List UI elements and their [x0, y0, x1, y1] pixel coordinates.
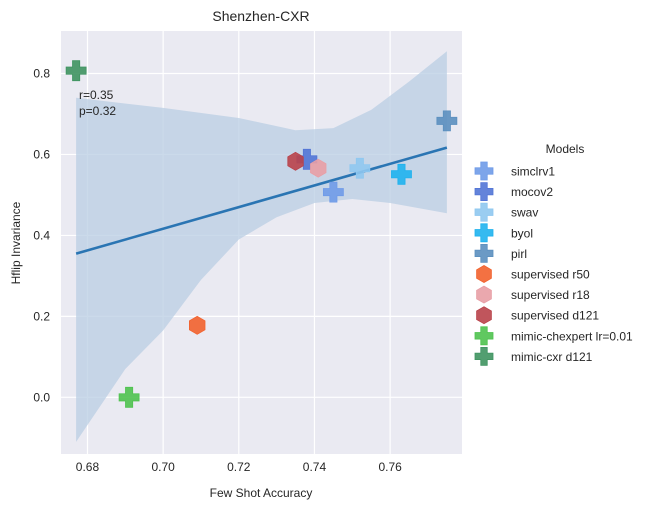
swav-marker: [349, 157, 371, 179]
y-tick-label: 0.2: [33, 309, 50, 323]
x-tick-label: 0.74: [303, 460, 327, 474]
chart-title: Shenzhen-CXR: [212, 8, 309, 24]
legend-simclrv1-icon: [474, 161, 494, 181]
legend-label-supervised-r50: supervised r50: [511, 268, 590, 282]
legend-label-supervised-r18: supervised r18: [511, 288, 590, 302]
byol-marker: [391, 163, 412, 185]
y-tick-label: 0.8: [33, 67, 50, 81]
confidence-band: [76, 51, 447, 442]
legend-mimic-chexpert-lr-0-01-icon: [474, 326, 494, 346]
x-axis-label: Few Shot Accuracy: [210, 486, 313, 500]
legend-label-mocov2: mocov2: [511, 185, 553, 199]
legend-supervised-r18-icon: [476, 285, 492, 304]
legend-supervised-d121-icon: [476, 306, 492, 325]
legend-label-simclrv1: simclrv1: [511, 165, 555, 179]
x-tick-label: 0.70: [151, 460, 175, 474]
legend-label-pirl: pirl: [511, 247, 527, 261]
x-tick-label: 0.68: [76, 460, 100, 474]
mimic-cxr-d121-marker: [65, 60, 87, 82]
legend-items: simclrv1 mocov2 swav byol pirl supervised r50…: [474, 161, 633, 366]
data-markers: [65, 60, 458, 408]
tick-labels: 0.68 0.70 0.72 0.74 0.76 0.0 0.2 0.4 0.6 0.8: [33, 67, 402, 474]
regression-line: [75, 146, 448, 255]
y-tick-label: 0.6: [33, 147, 50, 161]
legend-label-byol: byol: [511, 226, 533, 240]
supervised-r50-marker: [189, 315, 206, 335]
legend-label-mimic-cxr-d121: mimic-cxr d121: [511, 350, 593, 364]
legend-title: Models: [546, 142, 585, 156]
legend-label-supervised-d121: supervised d121: [511, 309, 599, 323]
legend-pirl-icon: [474, 244, 494, 263]
p-value-annotation: p=0.32: [79, 104, 116, 118]
y-axis-label: Hflip Invariance: [9, 201, 23, 284]
simclrv1-marker: [322, 181, 344, 203]
y-tick-label: 0.0: [33, 390, 50, 404]
confidence-band-area: [76, 51, 447, 442]
legend-label-swav: swav: [511, 206, 538, 220]
x-tick-label: 0.72: [227, 460, 251, 474]
legend-mocov2-icon: [474, 182, 494, 201]
x-tick-label: 0.76: [378, 460, 402, 474]
legend-swav-icon: [474, 202, 494, 222]
legend-byol-icon: [474, 223, 494, 243]
y-tick-label: 0.4: [33, 228, 50, 242]
legend: Models simclrv1 mocov2 swav byol pirl supervi…: [474, 142, 633, 366]
correlation-annotation: r=0.35: [79, 88, 114, 102]
legend-supervised-r50-icon: [476, 265, 492, 283]
legend-label-mimic-chexpert-lr-0-01: mimic-chexpert lr=0.01: [511, 329, 633, 343]
pirl-marker: [436, 110, 458, 132]
supervised-r18-marker: [310, 158, 327, 178]
supervised-d121-marker: [287, 151, 304, 171]
mimic-chexpert-lr-0-01-marker: [118, 386, 140, 408]
legend-mimic-cxr-d121-icon: [474, 347, 494, 366]
regression-line-group: [75, 146, 448, 255]
